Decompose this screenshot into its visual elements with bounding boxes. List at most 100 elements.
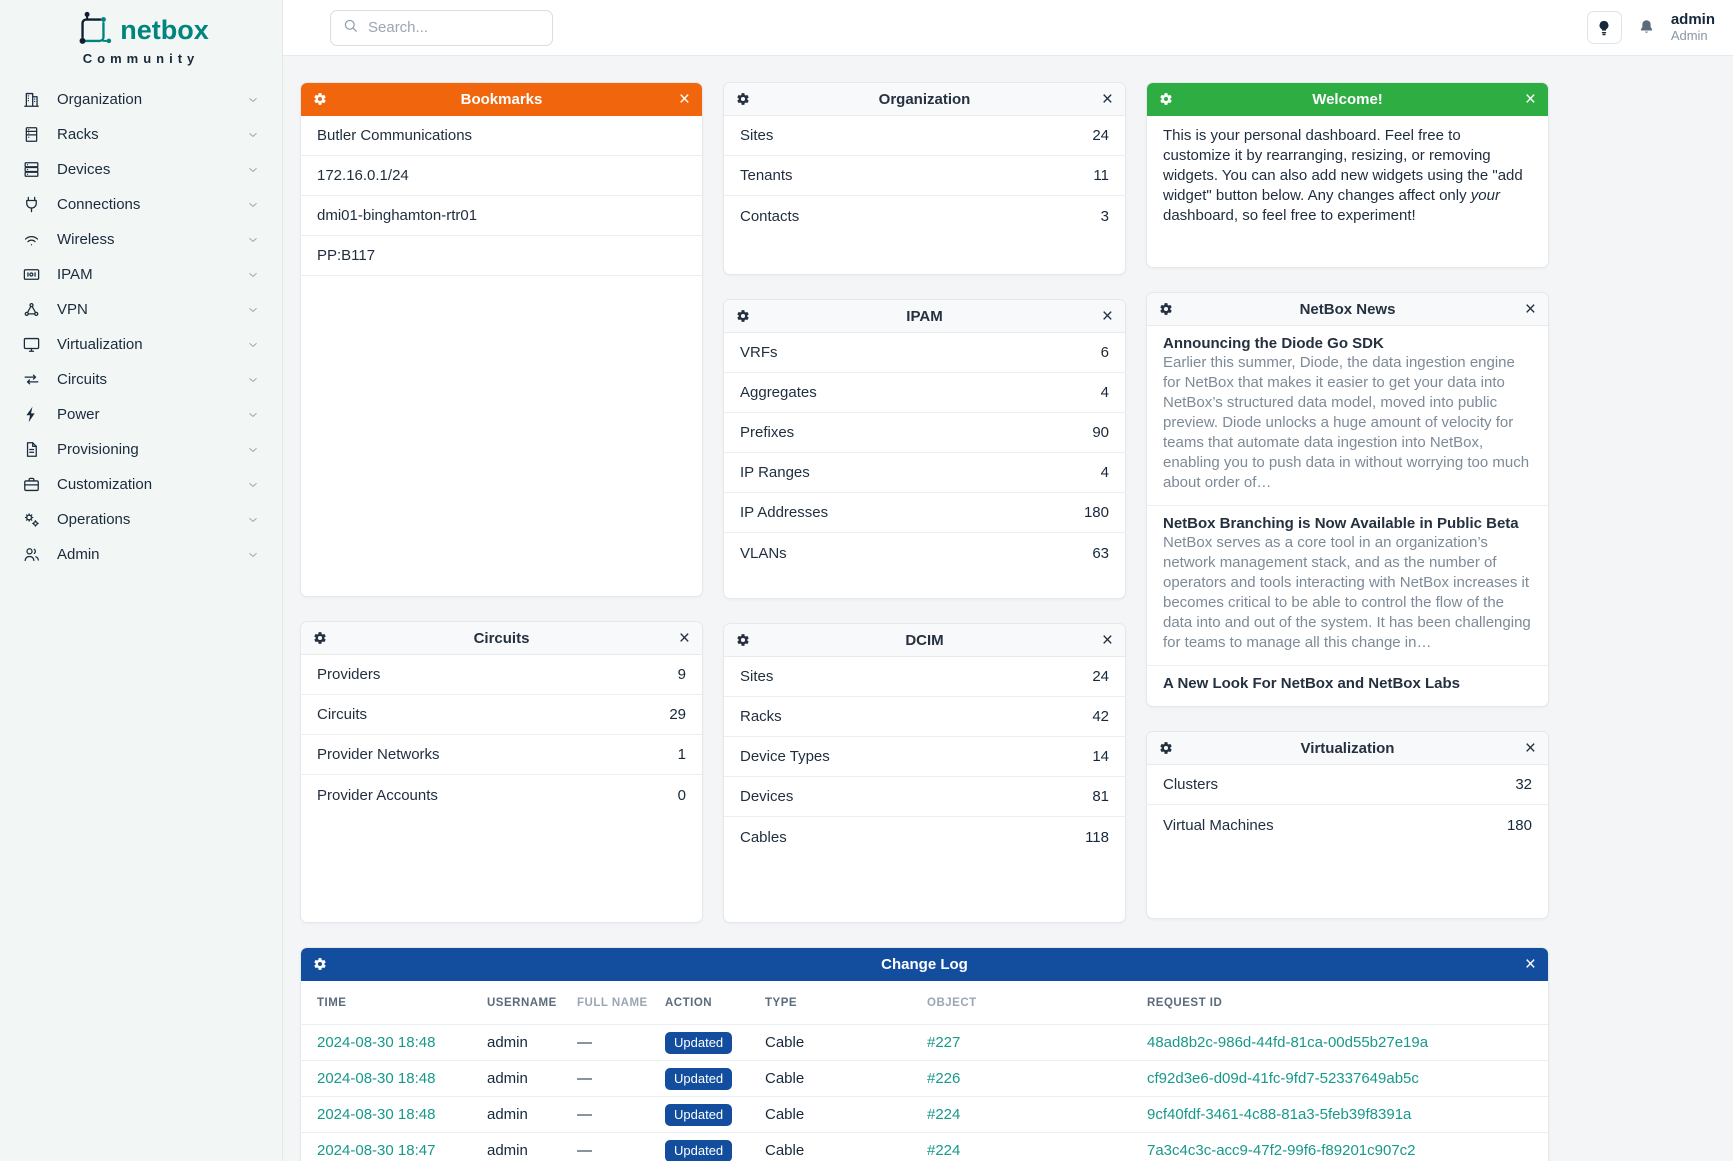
- chevron-down-icon: [249, 342, 257, 347]
- gear-icon[interactable]: [1159, 302, 1173, 316]
- stat-value: 24: [1092, 127, 1109, 144]
- widget-header: Welcome! ×: [1147, 83, 1548, 116]
- sidebar-item-virtualization[interactable]: Virtualization: [10, 327, 272, 362]
- changelog-object-link[interactable]: #224: [927, 1106, 961, 1123]
- sidebar-item-customization[interactable]: Customization: [10, 467, 272, 502]
- widget-header: Change Log ×: [301, 948, 1548, 981]
- bell-icon[interactable]: [1637, 18, 1656, 37]
- changelog-object-link[interactable]: #227: [927, 1034, 961, 1051]
- stat-label: Cables: [740, 828, 787, 846]
- netbox-logo-icon: [79, 11, 112, 44]
- ip-card-icon: [23, 269, 40, 280]
- sidebar-item-provisioning[interactable]: Provisioning: [10, 432, 272, 467]
- changelog-action: Updated: [665, 1031, 765, 1054]
- gear-icon[interactable]: [1159, 741, 1173, 755]
- close-icon[interactable]: ×: [1101, 629, 1113, 651]
- close-icon[interactable]: ×: [1101, 88, 1113, 110]
- stat-value: 9: [677, 666, 686, 683]
- gear-icon[interactable]: [736, 92, 750, 106]
- close-icon[interactable]: ×: [678, 627, 690, 649]
- news-headline-link[interactable]: Announcing the Diode Go SDK: [1163, 335, 1384, 352]
- changelog-object-link[interactable]: #224: [927, 1142, 961, 1159]
- stat-row: Devices 81: [724, 777, 1125, 817]
- widget-dcim: DCIM × Sites 24 Racks 42 Device Types 14 Devic…: [723, 623, 1126, 923]
- sidebar-item-circuits[interactable]: Circuits: [10, 362, 272, 397]
- brand-subtitle: Community: [82, 51, 200, 66]
- gear-icon[interactable]: [313, 631, 327, 645]
- stat-row: IP Ranges 4: [724, 453, 1125, 493]
- widget-title: NetBox News: [1299, 300, 1396, 318]
- brand[interactable]: netbox Community: [0, 0, 282, 66]
- stat-value: 32: [1515, 776, 1532, 793]
- changelog-request-id-link[interactable]: cf92d3e6-d09d-41fc-9fd7-52337649ab5c: [1147, 1070, 1419, 1087]
- close-icon[interactable]: ×: [678, 88, 690, 110]
- chevron-down-icon: [249, 272, 257, 277]
- close-icon[interactable]: ×: [1524, 298, 1536, 320]
- changelog-request-id-link[interactable]: 7a3c4c3c-acc9-47f2-99f6-f89201c907c2: [1147, 1142, 1416, 1159]
- changelog-object-link[interactable]: #226: [927, 1070, 961, 1087]
- stat-row: Cables 118: [724, 817, 1125, 857]
- changelog-action: Updated: [665, 1067, 765, 1090]
- close-icon[interactable]: ×: [1524, 88, 1536, 110]
- gear-icon[interactable]: [736, 309, 750, 323]
- changelog-request-id-link[interactable]: 9cf40fdf-3461-4c88-81a3-5feb39f8391a: [1147, 1106, 1412, 1123]
- stat-row: VRFs 6: [724, 333, 1125, 373]
- news-article: NetBox Branching is Now Available in Pub…: [1147, 506, 1548, 666]
- action-badge: Updated: [665, 1139, 733, 1161]
- sidebar-item-connections[interactable]: Connections: [10, 187, 272, 222]
- sidebar-item-ipam[interactable]: IPAM: [10, 257, 272, 292]
- theme-toggle-button[interactable]: [1586, 11, 1622, 44]
- sidebar-item-operations[interactable]: Operations: [10, 502, 272, 537]
- gear-icon[interactable]: [1159, 92, 1173, 106]
- chevron-down-icon: [249, 97, 257, 102]
- widget-circuits: Circuits × Providers 9 Circuits 29 Provider …: [300, 621, 703, 923]
- changelog-time-link[interactable]: 2024-08-30 18:48: [317, 1070, 436, 1087]
- bookmark-link[interactable]: 172.16.0.1/24: [301, 156, 702, 196]
- network-icon: [24, 303, 39, 316]
- sidebar-item-wireless[interactable]: Wireless: [10, 222, 272, 257]
- chevron-down-icon: [246, 548, 260, 562]
- news-headline-link[interactable]: NetBox Branching is Now Available in Pub…: [1163, 515, 1519, 532]
- sidebar-item-organization[interactable]: Organization: [10, 82, 272, 117]
- stat-label: Device Types: [740, 748, 830, 765]
- gear-icon: [314, 958, 326, 970]
- stat-row: Sites 24: [724, 116, 1125, 156]
- sidebar-item-vpn[interactable]: VPN: [10, 292, 272, 327]
- stat-label: Aggregates: [740, 384, 817, 401]
- gear-icon: [314, 632, 326, 644]
- search-input[interactable]: [368, 19, 541, 36]
- gear-icon[interactable]: [313, 957, 327, 971]
- ip-card-icon: [22, 265, 42, 284]
- changelog-time-link[interactable]: 2024-08-30 18:48: [317, 1106, 436, 1123]
- changelog-request-id-link[interactable]: 48ad8b2c-986d-44fd-81ca-00d55b27e19a: [1147, 1034, 1429, 1051]
- gears-icon: [24, 513, 39, 527]
- close-icon[interactable]: ×: [1524, 737, 1536, 759]
- sidebar-item-admin[interactable]: Admin: [10, 537, 272, 572]
- gear-icon[interactable]: [736, 633, 750, 647]
- bookmark-link[interactable]: Butler Communications: [301, 116, 702, 156]
- sidebar-item-devices[interactable]: Devices: [10, 152, 272, 187]
- close-icon[interactable]: ×: [1101, 305, 1113, 327]
- gear-icon[interactable]: [313, 92, 327, 106]
- bookmark-link[interactable]: dmi01-binghamton-rtr01: [301, 196, 702, 236]
- stat-label: Providers: [317, 666, 381, 683]
- widget-header: IPAM ×: [724, 300, 1125, 333]
- changelog-time-link[interactable]: 2024-08-30 18:47: [317, 1142, 436, 1159]
- changelog-type: Cable: [765, 1142, 805, 1159]
- search-box[interactable]: [330, 9, 553, 46]
- gear-icon: [737, 310, 749, 322]
- action-badge: Updated: [665, 1067, 733, 1090]
- news-headline-link[interactable]: A New Look For NetBox and NetBox Labs: [1163, 675, 1460, 692]
- user-role: Admin: [1670, 28, 1708, 44]
- sidebar-item-racks[interactable]: Racks: [10, 117, 272, 152]
- chevron-down-icon: [246, 338, 260, 352]
- plug-icon: [22, 195, 42, 214]
- sidebar-item-power[interactable]: Power: [10, 397, 272, 432]
- close-icon[interactable]: ×: [1524, 953, 1536, 975]
- bookmark-link[interactable]: PP:B117: [301, 236, 702, 276]
- user-menu[interactable]: admin Admin: [1671, 11, 1715, 44]
- changelog-time-link[interactable]: 2024-08-30 18:48: [317, 1034, 436, 1051]
- stat-label: IP Ranges: [740, 464, 810, 481]
- chevron-down-icon: [249, 412, 257, 417]
